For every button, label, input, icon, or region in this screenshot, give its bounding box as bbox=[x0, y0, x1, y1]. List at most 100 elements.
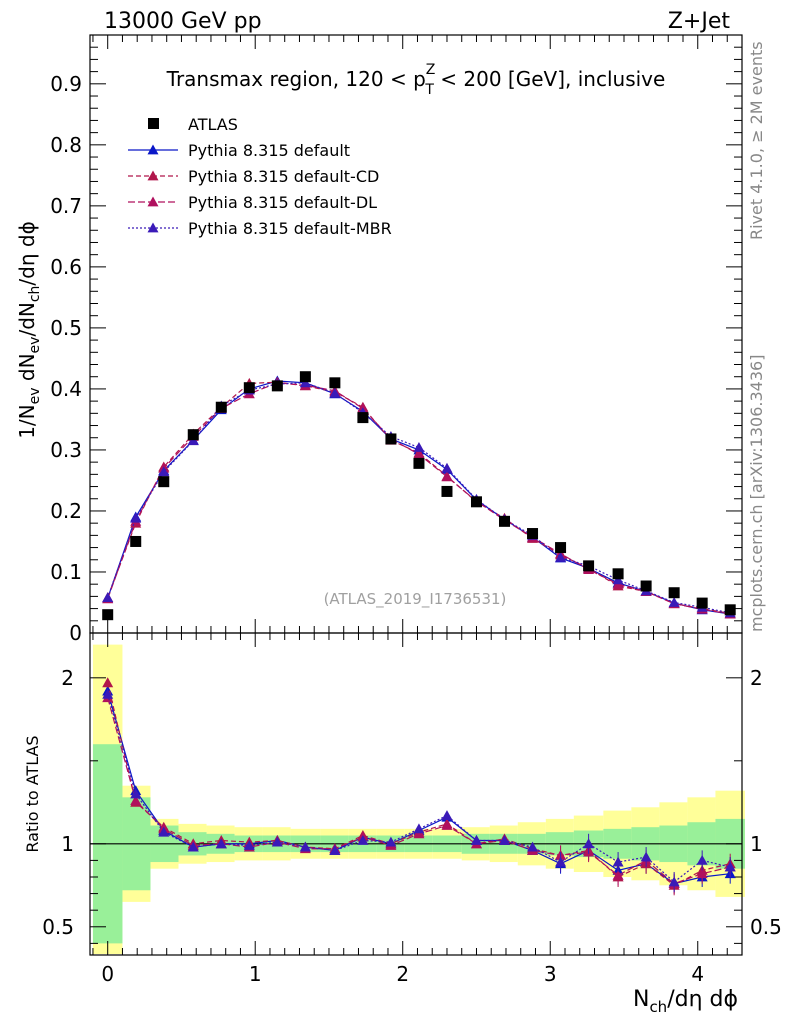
ylabel-c: /dN bbox=[15, 302, 39, 336]
legend-series-marker bbox=[147, 222, 159, 233]
legend-series-label: Pythia 8.315 default bbox=[188, 141, 350, 160]
ratio-marker bbox=[696, 868, 708, 879]
legend-atlas-label: ATLAS bbox=[188, 115, 238, 134]
ratio-marker bbox=[696, 854, 708, 865]
ratio-series-layer bbox=[102, 677, 736, 896]
legend-atlas-marker bbox=[148, 118, 159, 129]
legend-series-marker bbox=[147, 196, 159, 207]
ratio-marker bbox=[724, 861, 736, 872]
plot-title-rest: < 200 [GeV], inclusive bbox=[434, 67, 665, 91]
x-tick-label: 0 bbox=[101, 962, 114, 986]
series-marker bbox=[187, 435, 199, 446]
series-marker bbox=[413, 441, 425, 452]
header-process-label: Z+Jet bbox=[668, 9, 731, 34]
ratio-marker bbox=[640, 851, 652, 862]
series-marker bbox=[441, 462, 453, 473]
ratio-marker bbox=[555, 856, 567, 867]
series-line bbox=[107, 381, 731, 615]
ratio-marker bbox=[527, 841, 539, 852]
y-tick-label: 0.1 bbox=[50, 560, 82, 584]
ratio-tick-label-left: 2 bbox=[61, 666, 74, 690]
header-energy-label: 13000 GeV pp bbox=[104, 9, 262, 34]
series-line bbox=[107, 382, 731, 615]
ratio-marker bbox=[130, 788, 142, 799]
xlabel-n: N bbox=[633, 987, 649, 1012]
ylabel-a-sub: ev bbox=[27, 387, 43, 404]
ratio-y-axis-label: Ratio to ATLAS bbox=[23, 735, 42, 852]
ratio-marker bbox=[102, 677, 114, 688]
ratio-marker bbox=[499, 834, 511, 845]
series-marker bbox=[299, 377, 311, 388]
analysis-watermark: (ATLAS_2019_I1736531) bbox=[324, 590, 507, 609]
ylabel-b-sub: ev bbox=[27, 337, 43, 354]
ratio-marker bbox=[329, 844, 341, 855]
series-line bbox=[107, 380, 731, 615]
series-marker bbox=[441, 471, 453, 482]
ratio-marker bbox=[158, 826, 170, 837]
x-tick-label: 3 bbox=[544, 962, 557, 986]
legend-series-marker bbox=[147, 144, 159, 155]
ratio-tick-label-left: 1 bbox=[61, 832, 74, 856]
atlas-data-layer bbox=[102, 371, 736, 621]
y-axis-label: 1/Nev dNev/dNch/dη dϕ bbox=[15, 221, 43, 439]
atlas-data-point bbox=[470, 496, 482, 508]
atlas-data-point bbox=[299, 371, 311, 383]
ratio-marker bbox=[612, 856, 624, 867]
y-tick-label: 0.4 bbox=[50, 377, 82, 401]
ratio-band-outer bbox=[92, 644, 745, 954]
atlas-data-point bbox=[640, 580, 652, 592]
ratio-tick-label-right: 2 bbox=[750, 666, 763, 690]
rivet-label: Rivet 4.1.0, ≥ 2M events bbox=[747, 41, 766, 240]
ratio-marker bbox=[413, 823, 425, 834]
plot-title: Transmax region, 120 < pZ T < 200 [GeV], … bbox=[166, 62, 666, 98]
y-tick-label: 0.6 bbox=[50, 255, 82, 279]
atlas-data-point bbox=[583, 560, 595, 572]
ratio-marker bbox=[187, 841, 199, 852]
plot-title-sup: Z bbox=[426, 62, 436, 78]
ratio-marker bbox=[357, 834, 369, 845]
series-marker bbox=[130, 512, 142, 523]
y-tick-label: 0.7 bbox=[50, 194, 82, 218]
series-marker bbox=[668, 596, 680, 607]
atlas-data-point bbox=[215, 401, 227, 413]
ratio-marker bbox=[668, 876, 680, 887]
ratio-marker bbox=[130, 795, 142, 806]
plot-title-sub: T bbox=[424, 82, 434, 98]
atlas-data-point bbox=[413, 457, 425, 469]
legend-series-label: Pythia 8.315 default-CD bbox=[188, 167, 379, 186]
atlas-data-point bbox=[441, 485, 453, 497]
y-tick-label: 0.2 bbox=[50, 499, 82, 523]
atlas-data-point bbox=[130, 535, 142, 547]
y-tick-label: 0.8 bbox=[50, 133, 82, 157]
series-marker bbox=[158, 466, 170, 477]
legend-series-label: Pythia 8.315 default-MBR bbox=[188, 219, 392, 238]
legend: ATLAS Pythia 8.315 default Pythia 8.315 de… bbox=[128, 115, 392, 238]
x-axis-label: Nch/dη dϕ bbox=[633, 987, 738, 1016]
plot-title-main: Transmax region, 120 < p bbox=[166, 67, 426, 91]
ratio-marker bbox=[243, 839, 255, 850]
atlas-data-point bbox=[243, 382, 255, 394]
series-marker bbox=[555, 551, 567, 562]
ratio-marker bbox=[583, 838, 595, 849]
ratio-tick-label-left: 0.5 bbox=[42, 915, 74, 939]
atlas-data-point bbox=[158, 476, 170, 488]
atlas-data-point bbox=[357, 412, 369, 424]
series-marker bbox=[329, 387, 341, 398]
ratio-tick-label-right: 0.5 bbox=[750, 915, 782, 939]
x-tick-label: 2 bbox=[396, 962, 409, 986]
ratio-marker bbox=[271, 836, 283, 847]
axis-ticks bbox=[90, 35, 742, 955]
legend-series-marker bbox=[147, 170, 159, 181]
y-tick-label: 0.9 bbox=[50, 72, 82, 96]
ratio-marker bbox=[385, 836, 397, 847]
ratio-marker bbox=[102, 688, 114, 699]
axis-tick-labels: 0 1 2 3 4 0 0.1 0.2 0.3 0.4 0.5 0.6 0.7 0.8 0.9 0.5 0.5 1… bbox=[42, 72, 782, 986]
mcplots-label: mcplots.cern.ch [arXiv:1306.3436] bbox=[747, 355, 766, 632]
x-tick-label: 4 bbox=[691, 962, 704, 986]
atlas-data-point bbox=[527, 528, 539, 540]
atlas-data-point bbox=[724, 604, 736, 616]
ylabel-a: 1/N bbox=[15, 404, 39, 438]
x-tick-label: 1 bbox=[249, 962, 262, 986]
ratio-marker bbox=[441, 820, 453, 830]
